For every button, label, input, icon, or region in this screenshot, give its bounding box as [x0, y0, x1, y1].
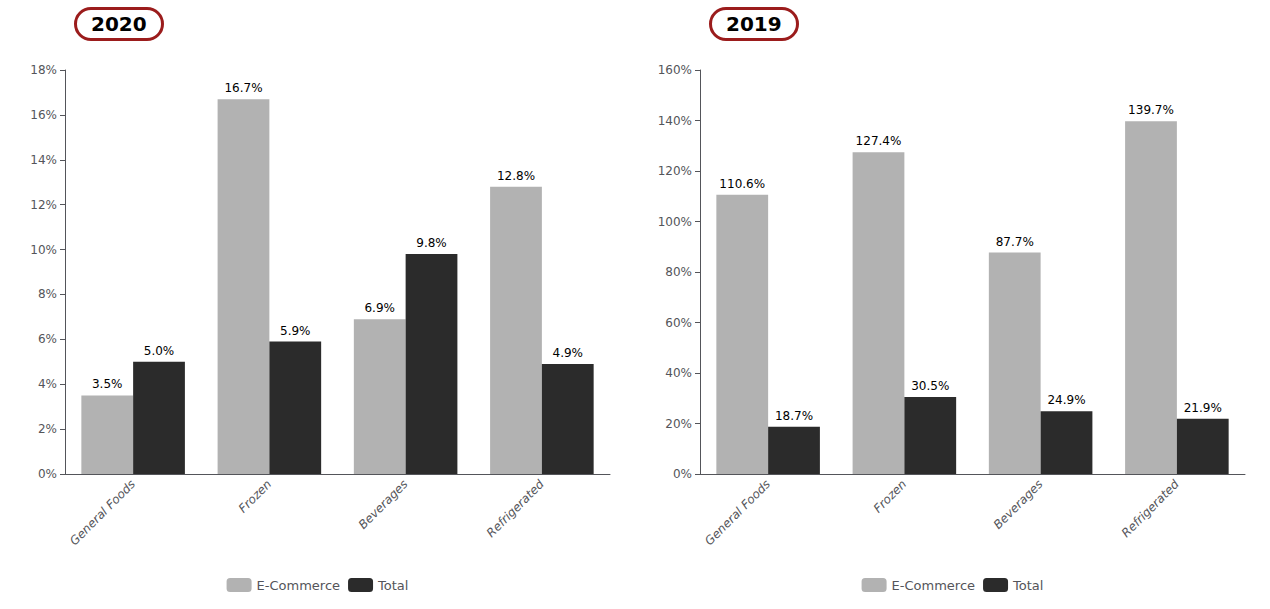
- svg-text:Total: Total: [377, 578, 408, 593]
- svg-text:General Foods: General Foods: [702, 477, 773, 548]
- svg-text:9.8%: 9.8%: [416, 236, 447, 250]
- svg-text:60%: 60%: [665, 316, 692, 330]
- svg-text:6.9%: 6.9%: [364, 301, 395, 315]
- svg-text:127.4%: 127.4%: [856, 134, 902, 148]
- svg-text:E-Commerce: E-Commerce: [892, 578, 975, 593]
- svg-text:139.7%: 139.7%: [1128, 103, 1174, 117]
- svg-text:0%: 0%: [673, 467, 692, 481]
- svg-text:2019: 2019: [726, 12, 782, 36]
- svg-text:20%: 20%: [665, 417, 692, 431]
- svg-text:100%: 100%: [658, 215, 692, 229]
- svg-text:120%: 120%: [658, 164, 692, 178]
- svg-text:Refrigerated: Refrigerated: [484, 477, 547, 540]
- svg-text:Refrigerated: Refrigerated: [1119, 477, 1182, 540]
- svg-text:18.7%: 18.7%: [775, 409, 813, 423]
- svg-text:110.6%: 110.6%: [719, 177, 765, 191]
- svg-text:2%: 2%: [38, 422, 57, 436]
- svg-text:3.5%: 3.5%: [92, 377, 123, 391]
- svg-text:Beverages: Beverages: [991, 477, 1046, 532]
- svg-text:160%: 160%: [658, 63, 692, 77]
- svg-text:4.9%: 4.9%: [553, 346, 584, 360]
- svg-text:140%: 140%: [658, 114, 692, 128]
- svg-text:5.0%: 5.0%: [144, 344, 175, 358]
- svg-text:21.9%: 21.9%: [1184, 401, 1222, 415]
- svg-text:Beverages: Beverages: [356, 477, 411, 532]
- svg-text:E-Commerce: E-Commerce: [257, 578, 340, 593]
- svg-text:87.7%: 87.7%: [996, 235, 1034, 249]
- svg-text:80%: 80%: [665, 265, 692, 279]
- svg-text:4%: 4%: [38, 377, 57, 391]
- svg-text:8%: 8%: [38, 287, 57, 301]
- svg-text:10%: 10%: [30, 243, 57, 257]
- svg-text:General Foods: General Foods: [67, 477, 138, 548]
- svg-text:40%: 40%: [665, 366, 692, 380]
- svg-text:0%: 0%: [38, 467, 57, 481]
- svg-text:Frozen: Frozen: [236, 477, 274, 515]
- svg-text:14%: 14%: [30, 153, 57, 167]
- svg-text:16%: 16%: [30, 108, 57, 122]
- svg-text:6%: 6%: [38, 332, 57, 346]
- svg-text:12.8%: 12.8%: [497, 169, 535, 183]
- svg-text:12%: 12%: [30, 198, 57, 212]
- svg-text:18%: 18%: [30, 63, 57, 77]
- svg-text:5.9%: 5.9%: [280, 324, 311, 338]
- svg-text:30.5%: 30.5%: [911, 379, 949, 393]
- svg-text:2020: 2020: [91, 12, 147, 36]
- svg-text:16.7%: 16.7%: [224, 81, 262, 95]
- svg-text:24.9%: 24.9%: [1047, 393, 1085, 407]
- svg-text:Frozen: Frozen: [871, 477, 909, 515]
- svg-text:Total: Total: [1012, 578, 1043, 593]
